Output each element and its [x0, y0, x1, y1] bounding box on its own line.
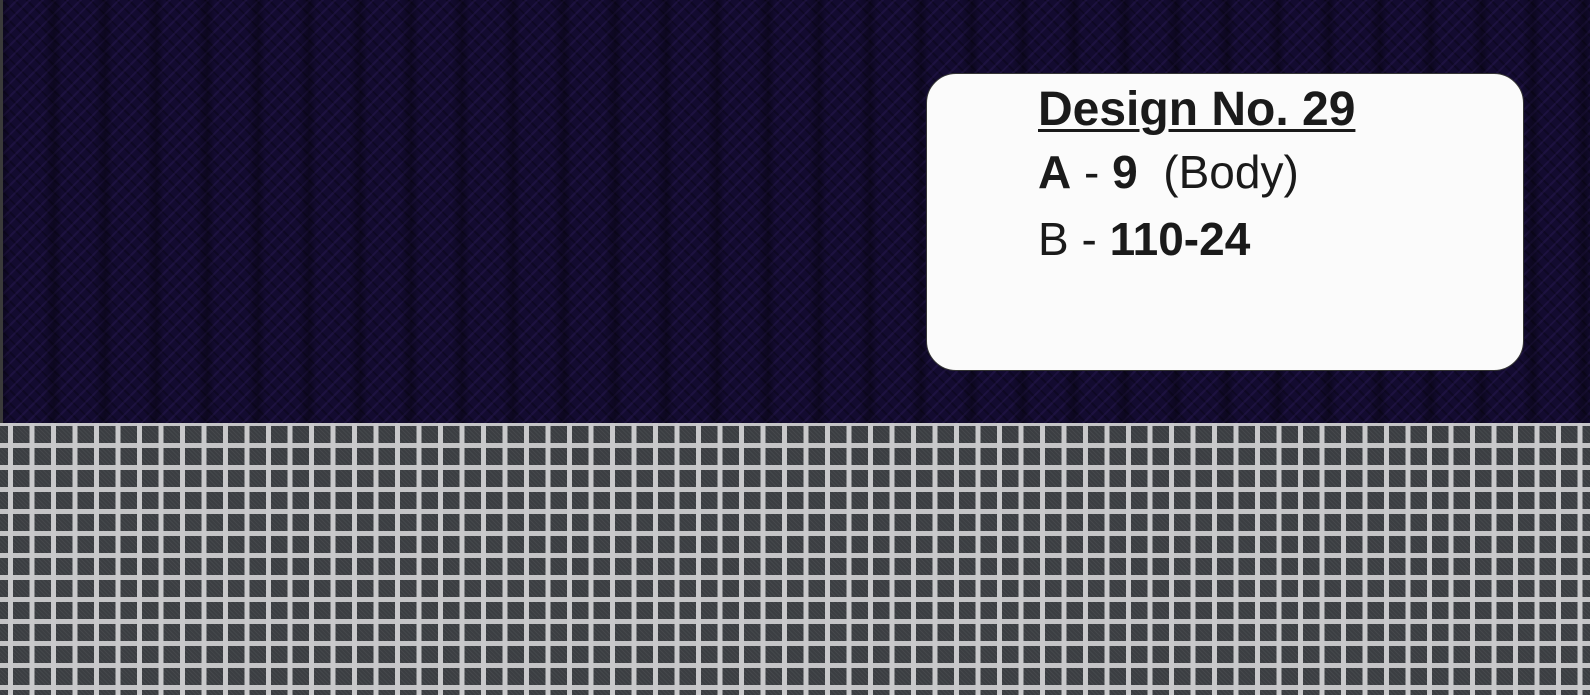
- line-b-label: B: [1038, 213, 1069, 265]
- design-title: Design No. 29: [1038, 83, 1356, 136]
- line-a-sep: -: [1084, 146, 1100, 198]
- line-a-note: (Body): [1163, 146, 1299, 198]
- line-a-value: 9: [1112, 146, 1138, 198]
- line-b-sep: -: [1081, 213, 1097, 265]
- fabric-swatch-grey-weave: [0, 423, 1590, 695]
- line-b: B - 110-24: [1038, 212, 1250, 266]
- design-label-card: [926, 73, 1524, 371]
- line-a: A - 9 (Body): [1038, 145, 1299, 199]
- line-a-label: A: [1038, 146, 1072, 198]
- line-b-value: 110-24: [1109, 213, 1251, 265]
